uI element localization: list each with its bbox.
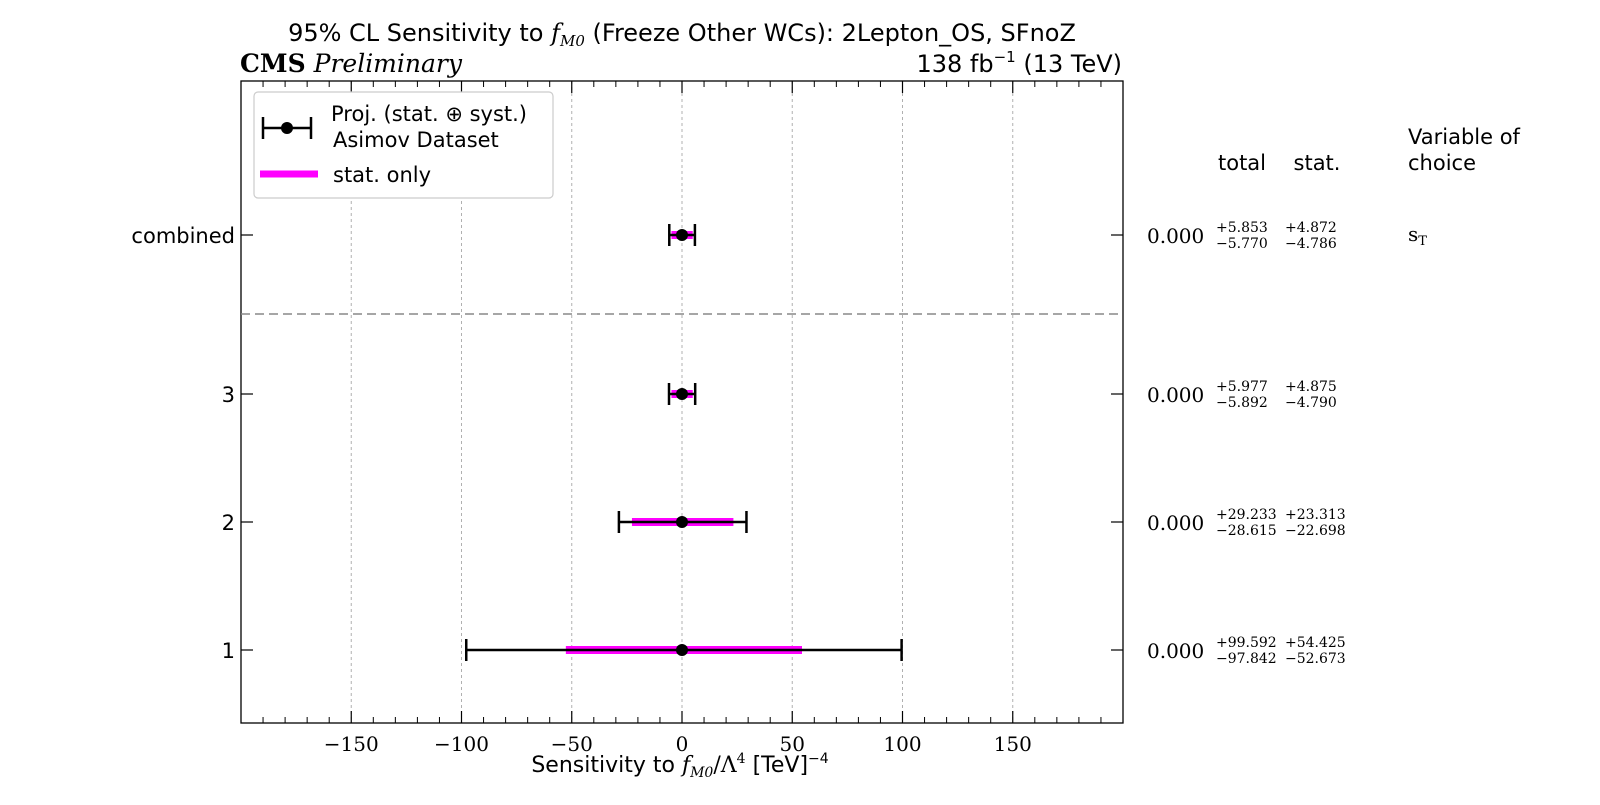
experiment-status: Preliminary bbox=[313, 49, 463, 78]
total-up-text: +29.233 bbox=[1216, 507, 1277, 523]
row-label: 3 bbox=[222, 383, 235, 407]
data-row: 3 0.000 +5.977−5.892 +4.875−4.790 bbox=[222, 379, 1337, 411]
central-value-text: 0.000 bbox=[1147, 224, 1204, 248]
central-value-text: 0.000 bbox=[1147, 639, 1204, 663]
x-tick-label: 100 bbox=[883, 732, 921, 756]
xlabel-unit-sup: −4 bbox=[808, 751, 829, 767]
total-down-text: −97.842 bbox=[1216, 651, 1277, 667]
experiment-label: CMS Preliminary bbox=[240, 49, 463, 78]
column-header-variable-2: choice bbox=[1408, 151, 1476, 175]
xlabel-prefix: Sensitivity to bbox=[531, 753, 682, 778]
legend-stat-label: stat. only bbox=[333, 163, 431, 187]
title-var-sub: M0 bbox=[559, 32, 585, 50]
title-prefix: 95% CL Sensitivity to bbox=[288, 19, 551, 47]
data-row: 1 0.000 +99.592−97.842 +54.425−52.673 bbox=[222, 635, 1346, 667]
stat-up-text: +23.313 bbox=[1285, 507, 1346, 523]
stat-down-text: −4.790 bbox=[1285, 395, 1337, 411]
row-label: 2 bbox=[222, 511, 235, 535]
central-value-point bbox=[676, 229, 688, 241]
legend-frame bbox=[253, 91, 554, 199]
x-tick-label: 50 bbox=[780, 732, 805, 756]
xlabel-mid-sup: 4 bbox=[737, 751, 746, 767]
central-value-point bbox=[676, 516, 688, 528]
lumi-energy: (13 TeV) bbox=[1016, 50, 1122, 78]
data-row: 2 0.000 +29.233−28.615 +23.313−22.698 bbox=[222, 507, 1346, 539]
stat-down-text: −22.698 bbox=[1285, 523, 1346, 539]
xlabel-var-sub: M0 bbox=[689, 765, 713, 781]
row-label: combined bbox=[131, 224, 235, 248]
central-value-text: 0.000 bbox=[1147, 511, 1204, 535]
lumi-exp: −1 bbox=[994, 48, 1016, 66]
legend-total-label2: Asimov Dataset bbox=[333, 128, 499, 152]
column-header-variable-1: Variable of bbox=[1408, 125, 1521, 149]
x-tick-labels: −150 −100 −50 0 50 100 150 bbox=[324, 732, 1032, 756]
stat-down-text: −52.673 bbox=[1285, 651, 1346, 667]
lumi-value: 138 fb bbox=[916, 50, 993, 78]
variable-of-choice: sT bbox=[1408, 222, 1427, 249]
xlabel-unit: [TeV] bbox=[746, 753, 808, 778]
total-down-text: −28.615 bbox=[1216, 523, 1277, 539]
central-value-point bbox=[676, 644, 688, 656]
chart-title: 95% CL Sensitivity to fM0 (Freeze Other … bbox=[288, 19, 1076, 50]
total-up-text: +5.853 bbox=[1216, 220, 1268, 236]
x-gridlines bbox=[350, 81, 1014, 723]
data-row: combined 0.000 +5.853−5.770 +4.872−4.786 sT bbox=[131, 220, 1427, 252]
title-suffix: (Freeze Other WCs): 2Lepton_OS, SFnoZ bbox=[585, 19, 1076, 47]
central-value-text: 0.000 bbox=[1147, 383, 1204, 407]
data-rows: combined 0.000 +5.853−5.770 +4.872−4.786 sT 3… bbox=[131, 220, 1427, 667]
total-up-text: +99.592 bbox=[1216, 635, 1277, 651]
stat-up-text: +4.872 bbox=[1285, 220, 1337, 236]
column-header-total: total bbox=[1218, 151, 1266, 175]
total-up-text: +5.977 bbox=[1216, 379, 1268, 395]
variable-sub: T bbox=[1418, 234, 1427, 249]
stat-up-text: +4.875 bbox=[1285, 379, 1337, 395]
axis-ticks bbox=[262, 81, 1102, 723]
x-tick-label: −100 bbox=[434, 732, 489, 756]
row-label: 1 bbox=[222, 639, 235, 663]
x-tick-label: 0 bbox=[676, 732, 689, 756]
xlabel-mid: /Λ bbox=[713, 753, 737, 778]
stat-down-text: −4.786 bbox=[1285, 236, 1337, 252]
x-tick-label: −50 bbox=[551, 732, 593, 756]
central-value-point bbox=[676, 388, 688, 400]
total-down-text: −5.770 bbox=[1216, 236, 1268, 252]
variable-main: s bbox=[1408, 222, 1418, 246]
total-down-text: −5.892 bbox=[1216, 395, 1268, 411]
legend-total-marker bbox=[261, 117, 313, 139]
x-axis-label: Sensitivity to fM0/Λ4 [TeV]−4 bbox=[531, 751, 828, 781]
stat-up-text: +54.425 bbox=[1285, 635, 1346, 651]
column-header-stat: stat. bbox=[1294, 151, 1341, 175]
legend-total-label: Proj. (stat. ⊕ syst.) bbox=[331, 102, 527, 126]
x-tick-label: 150 bbox=[994, 732, 1032, 756]
experiment-name: CMS bbox=[240, 49, 306, 78]
lumi-label: 138 fb−1 (13 TeV) bbox=[916, 48, 1122, 78]
legend: Proj. (stat. ⊕ syst.) Asimov Dataset sta… bbox=[253, 91, 554, 199]
x-tick-label: −150 bbox=[324, 732, 379, 756]
